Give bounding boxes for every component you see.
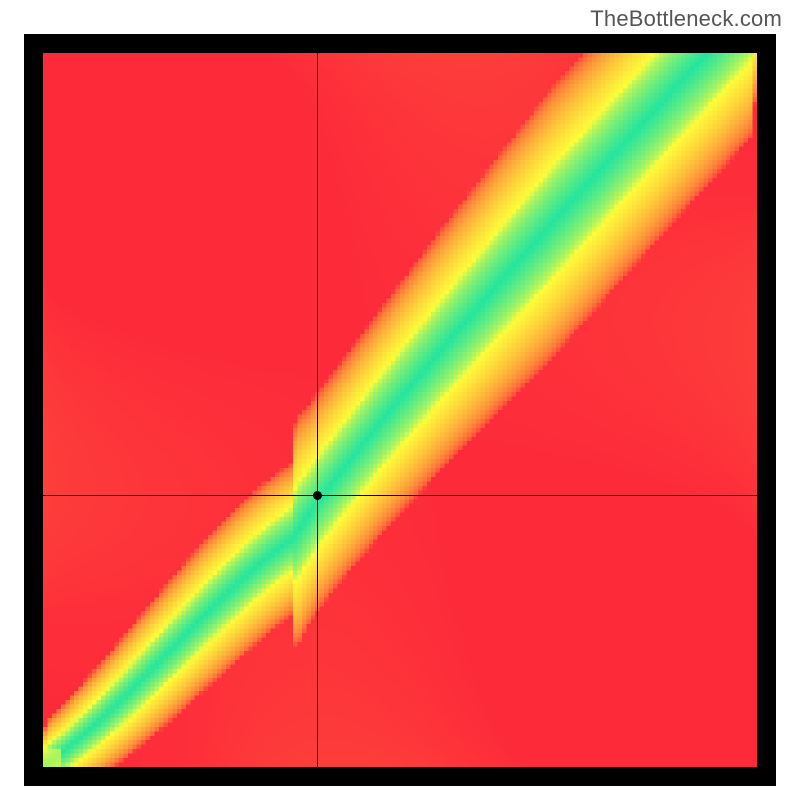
chart-root: TheBottleneck.com xyxy=(0,0,800,800)
crosshair-vertical xyxy=(317,53,318,767)
crosshair-horizontal xyxy=(43,495,757,496)
watermark-text: TheBottleneck.com xyxy=(590,6,782,32)
crosshair-marker xyxy=(313,491,322,500)
bottleneck-heatmap xyxy=(43,53,757,767)
